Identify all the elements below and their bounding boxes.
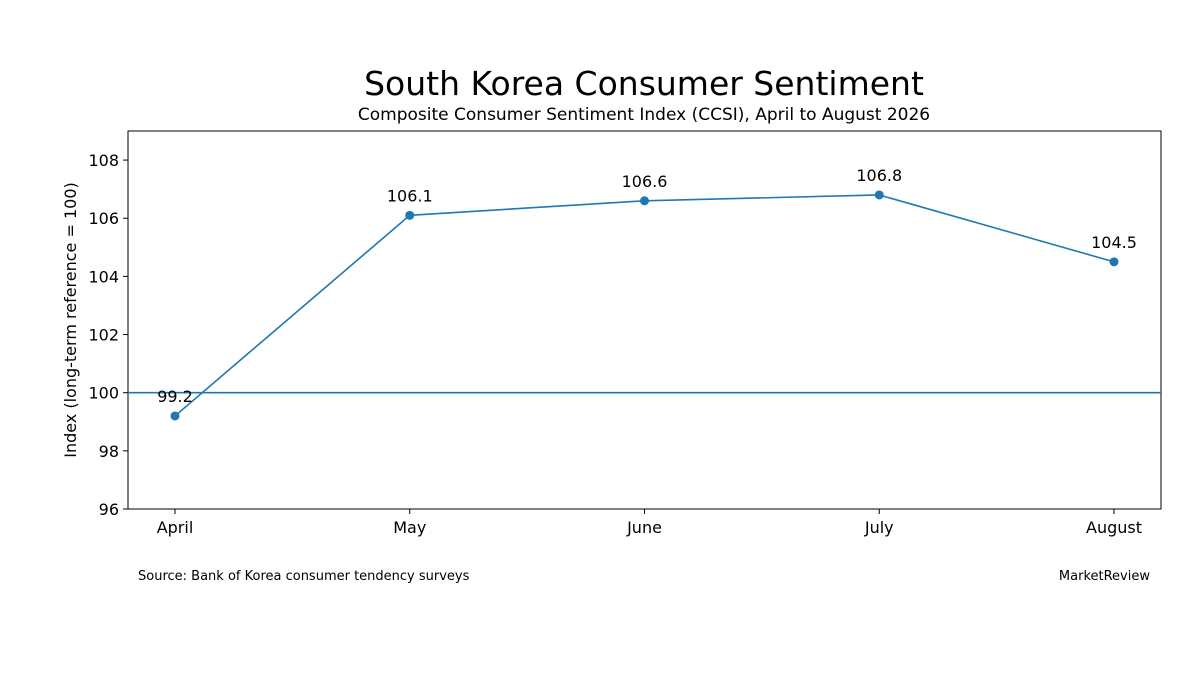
x-tick-label: July [864,518,894,537]
x-tick-label: May [393,518,426,537]
data-label: 106.1 [387,186,433,205]
y-tick-label: 102 [88,326,119,345]
y-tick-label: 108 [88,151,119,170]
brand-label: MarketReview [1059,569,1150,584]
data-label: 106.6 [622,172,668,191]
y-axis-ticks: 96 98 100 102 104 106 108 [88,151,128,519]
chart-title: South Korea Consumer Sentiment [364,64,924,103]
data-point [640,196,649,206]
data-point [405,210,415,220]
data-point [874,190,884,200]
series-line [174,194,1115,417]
series-layer [170,190,1119,421]
y-tick-label: 98 [99,442,119,461]
data-point [1109,257,1119,267]
x-tick-label: June [626,518,662,537]
source-note: Source: Bank of Korea consumer tendency … [138,569,470,584]
x-tick-label: April [157,518,194,537]
x-tick-label: August [1086,518,1142,537]
x-axis-ticks: April May June July August [157,509,1142,537]
chart-subtitle: Composite Consumer Sentiment Index (CCSI… [358,105,930,125]
y-axis-label: Index (long-term reference = 100) [61,182,80,458]
data-label: 106.8 [856,166,902,185]
y-tick-label: 104 [88,267,119,286]
y-tick-label: 96 [99,500,119,519]
y-tick-label: 106 [88,209,119,228]
data-point [170,411,180,421]
data-label-layer: 99.2 106.1 106.6 106.8 104.5 [157,166,1137,406]
y-tick-label: 100 [88,384,119,403]
data-label: 99.2 [157,387,193,406]
data-label: 104.5 [1091,233,1137,252]
